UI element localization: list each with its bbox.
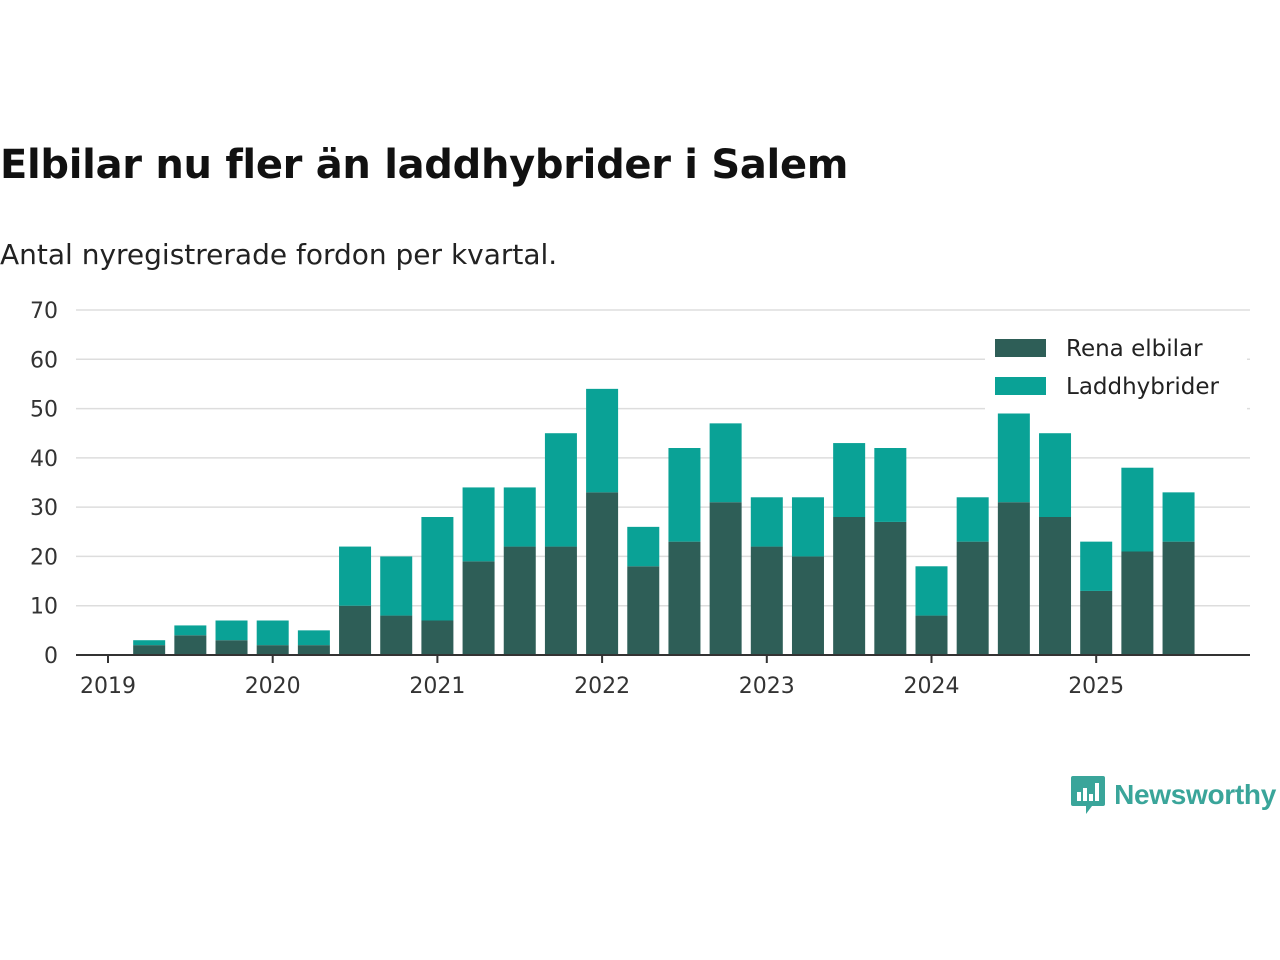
axes: 0 10 20 30 40 50 60 70 2019 2020 2021 2022 2023 2024 2… [30, 299, 1250, 699]
bar-rena-elbilar [668, 541, 701, 655]
y-tick-label: 10 [30, 595, 58, 620]
y-tick-label: 70 [30, 299, 58, 324]
bar-rena-elbilar [174, 635, 207, 655]
x-tick-label: 2023 [739, 674, 795, 699]
bar-laddhybrider [915, 566, 948, 616]
bar-laddhybrider [133, 640, 166, 646]
bar-rena-elbilar [380, 615, 413, 655]
bar-rena-elbilar [339, 605, 372, 655]
bar-laddhybrider [627, 526, 660, 567]
legend: Rena elbilar Laddhybrider [985, 330, 1247, 412]
bar-laddhybrider [1121, 467, 1154, 552]
bar-rena-elbilar [627, 566, 660, 655]
bar-rena-elbilar [791, 556, 824, 655]
bar-laddhybrider [503, 487, 536, 547]
bar-laddhybrider [256, 620, 289, 646]
bar-laddhybrider [339, 546, 372, 606]
bar-rena-elbilar [544, 546, 577, 655]
bar-rena-elbilar [1162, 541, 1195, 655]
bar-laddhybrider [1039, 433, 1072, 517]
y-tick-label: 50 [30, 398, 58, 423]
bar-rena-elbilar [915, 615, 948, 655]
x-tick-label: 2021 [409, 674, 465, 699]
bar-laddhybrider [709, 423, 742, 503]
x-tick-label: 2020 [245, 674, 301, 699]
bar-laddhybrider [1080, 541, 1113, 591]
bar-rena-elbilar [1080, 590, 1113, 655]
bar-laddhybrider [174, 625, 207, 636]
bar-laddhybrider [1162, 492, 1195, 542]
bar-laddhybrider [956, 497, 989, 542]
y-tick-label: 60 [30, 348, 58, 373]
bar-rena-elbilar [421, 620, 454, 655]
bar-rena-elbilar [1039, 517, 1072, 655]
bar-rena-elbilar [1121, 551, 1154, 655]
bar-rena-elbilar [297, 645, 330, 655]
legend-swatch [995, 339, 1046, 357]
legend-label: Rena elbilar [1066, 336, 1203, 362]
x-tick-label: 2025 [1068, 674, 1124, 699]
bar-laddhybrider [215, 620, 248, 641]
bar-laddhybrider [668, 448, 701, 542]
bar-rena-elbilar [833, 517, 866, 655]
bar-rena-elbilar [997, 502, 1030, 655]
bar-laddhybrider [380, 556, 413, 616]
y-tick-label: 30 [30, 496, 58, 521]
bar-rena-elbilar [133, 645, 166, 655]
bar-laddhybrider [791, 497, 824, 557]
bar-rena-elbilar [709, 502, 742, 655]
bar-chart: 0 10 20 30 40 50 60 70 2019 2020 2021 2022 2023 2024 2… [30, 299, 1250, 699]
bar-rena-elbilar [874, 521, 907, 655]
bar-rena-elbilar [586, 492, 619, 655]
bar-laddhybrider [297, 630, 330, 646]
chart-subtitle: Antal nyregistrerade fordon per kvartal. [0, 238, 558, 271]
bar-rena-elbilar [503, 546, 536, 655]
x-tick-label: 2019 [80, 674, 136, 699]
gridlines [76, 309, 1250, 607]
y-tick-label: 40 [30, 447, 58, 472]
bar-rena-elbilar [215, 640, 248, 655]
legend-swatch [995, 377, 1046, 395]
legend-label: Laddhybrider [1066, 374, 1219, 400]
newsworthy-logo-icon [1071, 776, 1106, 814]
y-tick-label: 0 [44, 644, 58, 669]
bar-rena-elbilar [750, 546, 783, 655]
newsworthy-logo: Newsworthy [1070, 774, 1276, 816]
bar-laddhybrider [833, 443, 866, 517]
x-tick-label: 2024 [904, 674, 960, 699]
bars [133, 388, 1195, 655]
chart-title: Elbilar nu fler än laddhybrider i Salem [0, 142, 849, 188]
bar-laddhybrider [462, 487, 495, 562]
bar-rena-elbilar [256, 645, 289, 655]
bar-rena-elbilar [462, 561, 495, 655]
bar-laddhybrider [586, 388, 619, 493]
bar-laddhybrider [874, 448, 907, 522]
bar-rena-elbilar [956, 541, 989, 655]
bar-laddhybrider [997, 413, 1030, 503]
bar-laddhybrider [750, 497, 783, 547]
y-tick-label: 20 [30, 545, 58, 570]
newsworthy-logo-text: Newsworthy [1114, 779, 1276, 810]
x-tick-label: 2022 [574, 674, 630, 699]
bar-laddhybrider [421, 517, 454, 621]
bar-laddhybrider [544, 433, 577, 547]
